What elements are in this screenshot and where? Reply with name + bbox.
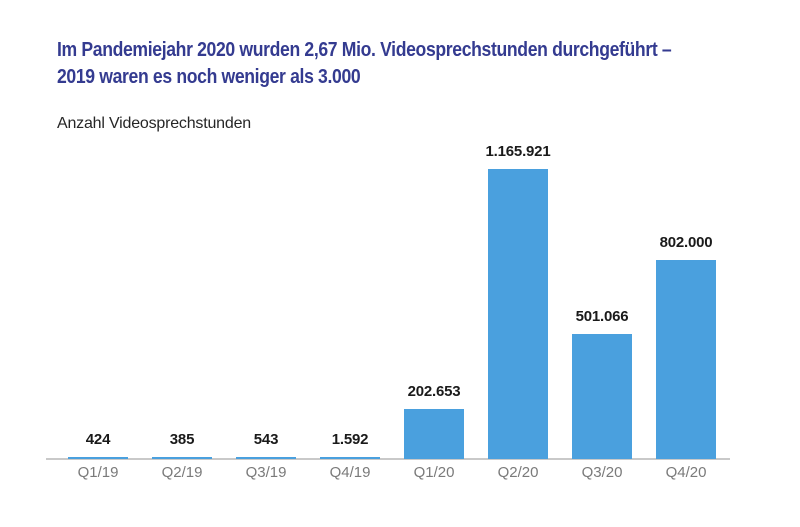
chart-title-line-1: Im Pandemiejahr 2020 wurden 2,67 Mio. Vi… [57,39,672,61]
bar-q4-20 [656,260,716,459]
x-tick-label: Q1/20 [413,464,455,481]
bar-value-label: 202.653 [407,383,461,400]
bar-value-label: 501.066 [575,308,629,325]
bar-value-label: 802.000 [659,234,713,251]
x-tick-label: Q1/19 [77,464,119,481]
bar-value-label: 385 [169,431,195,448]
x-tick-label: Q3/20 [581,464,623,481]
chart-title-line-2: 2019 waren es noch weniger als 3.000 [57,66,361,88]
bar-q4-19 [320,457,380,459]
x-tick-label: Q4/20 [665,464,707,481]
chart-title: Im Pandemiejahr 2020 wurden 2,67 Mio. Vi… [57,37,672,91]
bar-value-label: 1.592 [331,431,369,448]
bar-value-label: 424 [85,431,111,448]
bar-value-label: 1.165.921 [485,143,551,160]
bar-q1-20 [404,409,464,459]
x-axis-line [46,458,730,460]
bar-q3-20 [572,334,632,459]
bar-q3-19 [236,457,296,459]
x-tick-label: Q2/20 [497,464,539,481]
bar-q1-19 [68,457,128,459]
x-tick-label: Q4/19 [329,464,371,481]
bar-q2-19 [152,457,212,459]
bar-q2-20 [488,169,548,459]
x-tick-label: Q3/19 [245,464,287,481]
x-tick-label: Q2/19 [161,464,203,481]
y-axis-caption: Anzahl Videosprechstunden [57,115,251,132]
bar-value-label: 543 [253,431,279,448]
